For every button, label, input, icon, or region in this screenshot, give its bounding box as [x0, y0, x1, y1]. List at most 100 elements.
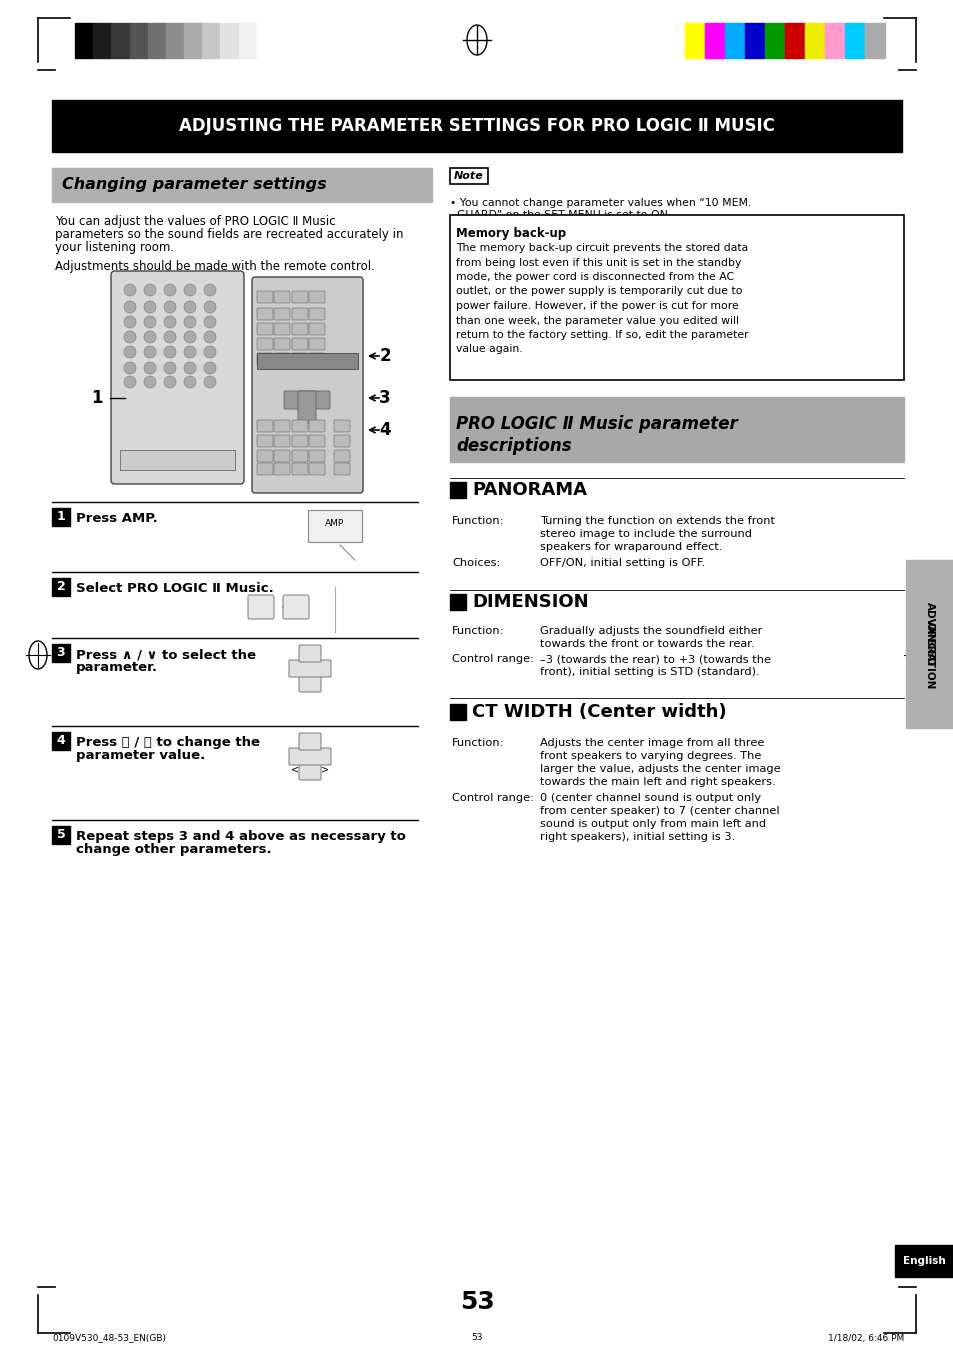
FancyBboxPatch shape: [252, 277, 363, 493]
Bar: [238, 23, 256, 58]
Circle shape: [204, 316, 215, 328]
Text: Press AMP.: Press AMP.: [76, 512, 157, 526]
Bar: [744, 23, 764, 58]
FancyBboxPatch shape: [256, 290, 273, 303]
Bar: [450, 215, 903, 380]
Text: Press ∧ / ∨ to select the: Press ∧ / ∨ to select the: [76, 648, 255, 661]
FancyBboxPatch shape: [298, 734, 320, 750]
FancyBboxPatch shape: [256, 435, 273, 447]
FancyBboxPatch shape: [334, 450, 350, 462]
Text: –3 (towards the rear) to +3 (towards the: –3 (towards the rear) to +3 (towards the: [539, 654, 770, 663]
Text: 3: 3: [378, 389, 391, 407]
Circle shape: [144, 301, 156, 313]
FancyBboxPatch shape: [298, 763, 320, 780]
FancyBboxPatch shape: [274, 463, 290, 476]
FancyBboxPatch shape: [309, 435, 325, 447]
Circle shape: [144, 346, 156, 358]
Bar: [52, 508, 70, 526]
FancyBboxPatch shape: [334, 435, 350, 447]
Text: power failure. However, if the power is cut for more: power failure. However, if the power is …: [456, 301, 738, 311]
Bar: [148, 23, 166, 58]
FancyBboxPatch shape: [289, 748, 331, 765]
Text: DIMENSION: DIMENSION: [472, 593, 588, 611]
FancyBboxPatch shape: [334, 420, 350, 432]
FancyBboxPatch shape: [298, 676, 320, 692]
FancyBboxPatch shape: [309, 420, 325, 432]
Bar: [52, 168, 432, 203]
Circle shape: [184, 362, 195, 374]
Text: larger the value, adjusts the center image: larger the value, adjusts the center ima…: [539, 765, 780, 774]
Text: The memory back-up circuit prevents the stored data: The memory back-up circuit prevents the …: [456, 243, 747, 253]
Text: PRO LOGIC Ⅱ Music parameter: PRO LOGIC Ⅱ Music parameter: [456, 415, 737, 434]
FancyBboxPatch shape: [111, 272, 244, 484]
Bar: [894, 1246, 953, 1277]
Text: 53: 53: [471, 1333, 482, 1343]
Text: English: English: [902, 1256, 944, 1266]
Circle shape: [144, 362, 156, 374]
Text: outlet, or the power supply is temporarily cut due to: outlet, or the power supply is temporari…: [456, 286, 741, 296]
Text: 1/18/02, 6:46 PM: 1/18/02, 6:46 PM: [827, 1333, 903, 1343]
FancyBboxPatch shape: [256, 353, 273, 365]
Circle shape: [164, 376, 175, 388]
Circle shape: [204, 346, 215, 358]
Circle shape: [204, 301, 215, 313]
FancyBboxPatch shape: [274, 338, 290, 350]
Bar: [256, 353, 357, 369]
Text: Gradually adjusts the soundfield either: Gradually adjusts the soundfield either: [539, 626, 761, 636]
Bar: [202, 23, 220, 58]
Bar: [804, 23, 824, 58]
FancyBboxPatch shape: [309, 338, 325, 350]
FancyBboxPatch shape: [256, 450, 273, 462]
Text: Press 〈 / 〉 to change the: Press 〈 / 〉 to change the: [76, 736, 260, 748]
FancyBboxPatch shape: [292, 338, 308, 350]
Circle shape: [144, 284, 156, 296]
Circle shape: [124, 284, 136, 296]
Text: OFF/ON, initial setting is OFF.: OFF/ON, initial setting is OFF.: [539, 558, 704, 567]
Text: <: <: [291, 765, 298, 775]
Text: from being lost even if this unit is set in the standby: from being lost even if this unit is set…: [456, 258, 740, 267]
Bar: [184, 23, 202, 58]
FancyBboxPatch shape: [334, 463, 350, 476]
Bar: [724, 23, 744, 58]
Text: v: v: [307, 663, 313, 673]
Text: PANORAMA: PANORAMA: [472, 481, 586, 499]
Text: parameters so the sound fields are recreated accurately in: parameters so the sound fields are recre…: [55, 228, 403, 240]
Text: Turning the function on extends the front: Turning the function on extends the fron…: [539, 516, 774, 526]
Text: Select PRO LOGIC Ⅱ Music.: Select PRO LOGIC Ⅱ Music.: [76, 582, 274, 594]
FancyBboxPatch shape: [308, 509, 361, 542]
Circle shape: [204, 331, 215, 343]
Text: ^: ^: [306, 677, 314, 688]
Circle shape: [164, 362, 175, 374]
FancyBboxPatch shape: [292, 290, 308, 303]
Text: Function:: Function:: [452, 738, 504, 748]
Text: front), initial setting is STD (standard).: front), initial setting is STD (standard…: [539, 667, 759, 677]
Text: 0109V530_48-53_EN(GB): 0109V530_48-53_EN(GB): [52, 1333, 166, 1343]
FancyBboxPatch shape: [256, 323, 273, 335]
Text: Function:: Function:: [452, 516, 504, 526]
FancyBboxPatch shape: [274, 420, 290, 432]
Bar: [450, 397, 903, 462]
Text: front speakers to varying degrees. The: front speakers to varying degrees. The: [539, 751, 760, 761]
Text: 1: 1: [56, 511, 66, 523]
FancyBboxPatch shape: [284, 390, 330, 409]
Bar: [120, 450, 234, 470]
Circle shape: [164, 301, 175, 313]
Text: parameter.: parameter.: [76, 661, 158, 674]
FancyBboxPatch shape: [309, 450, 325, 462]
Text: 53: 53: [459, 1290, 494, 1315]
Circle shape: [124, 362, 136, 374]
Text: 1: 1: [91, 389, 103, 407]
Circle shape: [184, 316, 195, 328]
Bar: [824, 23, 844, 58]
Circle shape: [184, 376, 195, 388]
Text: 0 (center channel sound is output only: 0 (center channel sound is output only: [539, 793, 760, 802]
FancyBboxPatch shape: [256, 463, 273, 476]
Text: right speakers), initial setting is 3.: right speakers), initial setting is 3.: [539, 832, 735, 842]
Text: ADVANCED: ADVANCED: [924, 603, 934, 666]
Circle shape: [184, 331, 195, 343]
Text: • You cannot change parameter values when “10 MEM.: • You cannot change parameter values whe…: [450, 199, 751, 208]
FancyBboxPatch shape: [248, 594, 274, 619]
Text: descriptions: descriptions: [456, 436, 571, 455]
Bar: [450, 704, 465, 720]
Circle shape: [204, 362, 215, 374]
